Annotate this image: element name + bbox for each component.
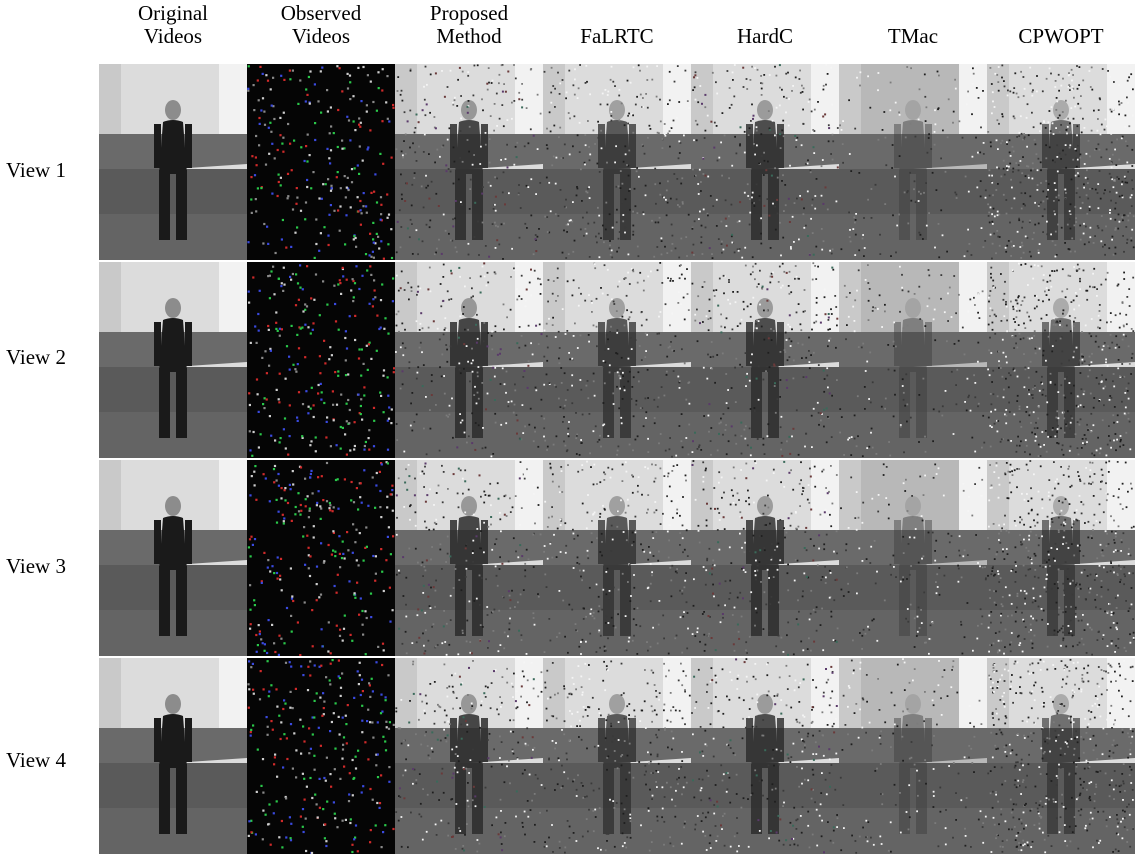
column-header-proposed: Proposed Method [429,1,509,48]
frame-view3-observed [247,460,395,656]
frame-view2-proposed [395,262,543,458]
row-label-view2: View 2 [6,345,66,369]
frame-view3-falrtc [543,460,691,656]
column-header-cpwopt: CPWOPT [1018,24,1104,48]
row-label-view1: View 1 [6,158,66,182]
frame-view2-observed [247,262,395,458]
frame-view2-original [99,262,247,458]
frame-view4-falrtc [543,658,691,854]
row-label-view4: View 4 [6,748,66,772]
frame-view3-cpwopt [987,460,1135,656]
frame-view1-original [99,64,247,260]
frame-view3-proposed [395,460,543,656]
frame-view4-tmac [839,658,987,854]
frame-view4-original [99,658,247,854]
frame-view4-cpwopt [987,658,1135,854]
frame-view3-hardc [691,460,839,656]
column-header-hardc: HardC [737,24,793,48]
frame-view1-proposed [395,64,543,260]
column-header-original: Original Videos [138,1,208,48]
column-header-falrtc: FaLRTC [580,24,654,48]
frame-view3-original [99,460,247,656]
frame-view1-hardc [691,64,839,260]
frame-view4-observed [247,658,395,854]
frame-view1-tmac [839,64,987,260]
frame-view2-tmac [839,262,987,458]
frame-view4-hardc [691,658,839,854]
column-header-observed: Observed Videos [280,1,362,48]
frame-view4-proposed [395,658,543,854]
frame-view2-falrtc [543,262,691,458]
frame-view1-cpwopt [987,64,1135,260]
frame-view1-falrtc [543,64,691,260]
frame-view2-cpwopt [987,262,1135,458]
video-frame-grid [99,64,1135,854]
row-label-view3: View 3 [6,554,66,578]
frame-view3-tmac [839,460,987,656]
column-header-tmac: TMac [887,24,939,48]
frame-view1-observed [247,64,395,260]
frame-view2-hardc [691,262,839,458]
